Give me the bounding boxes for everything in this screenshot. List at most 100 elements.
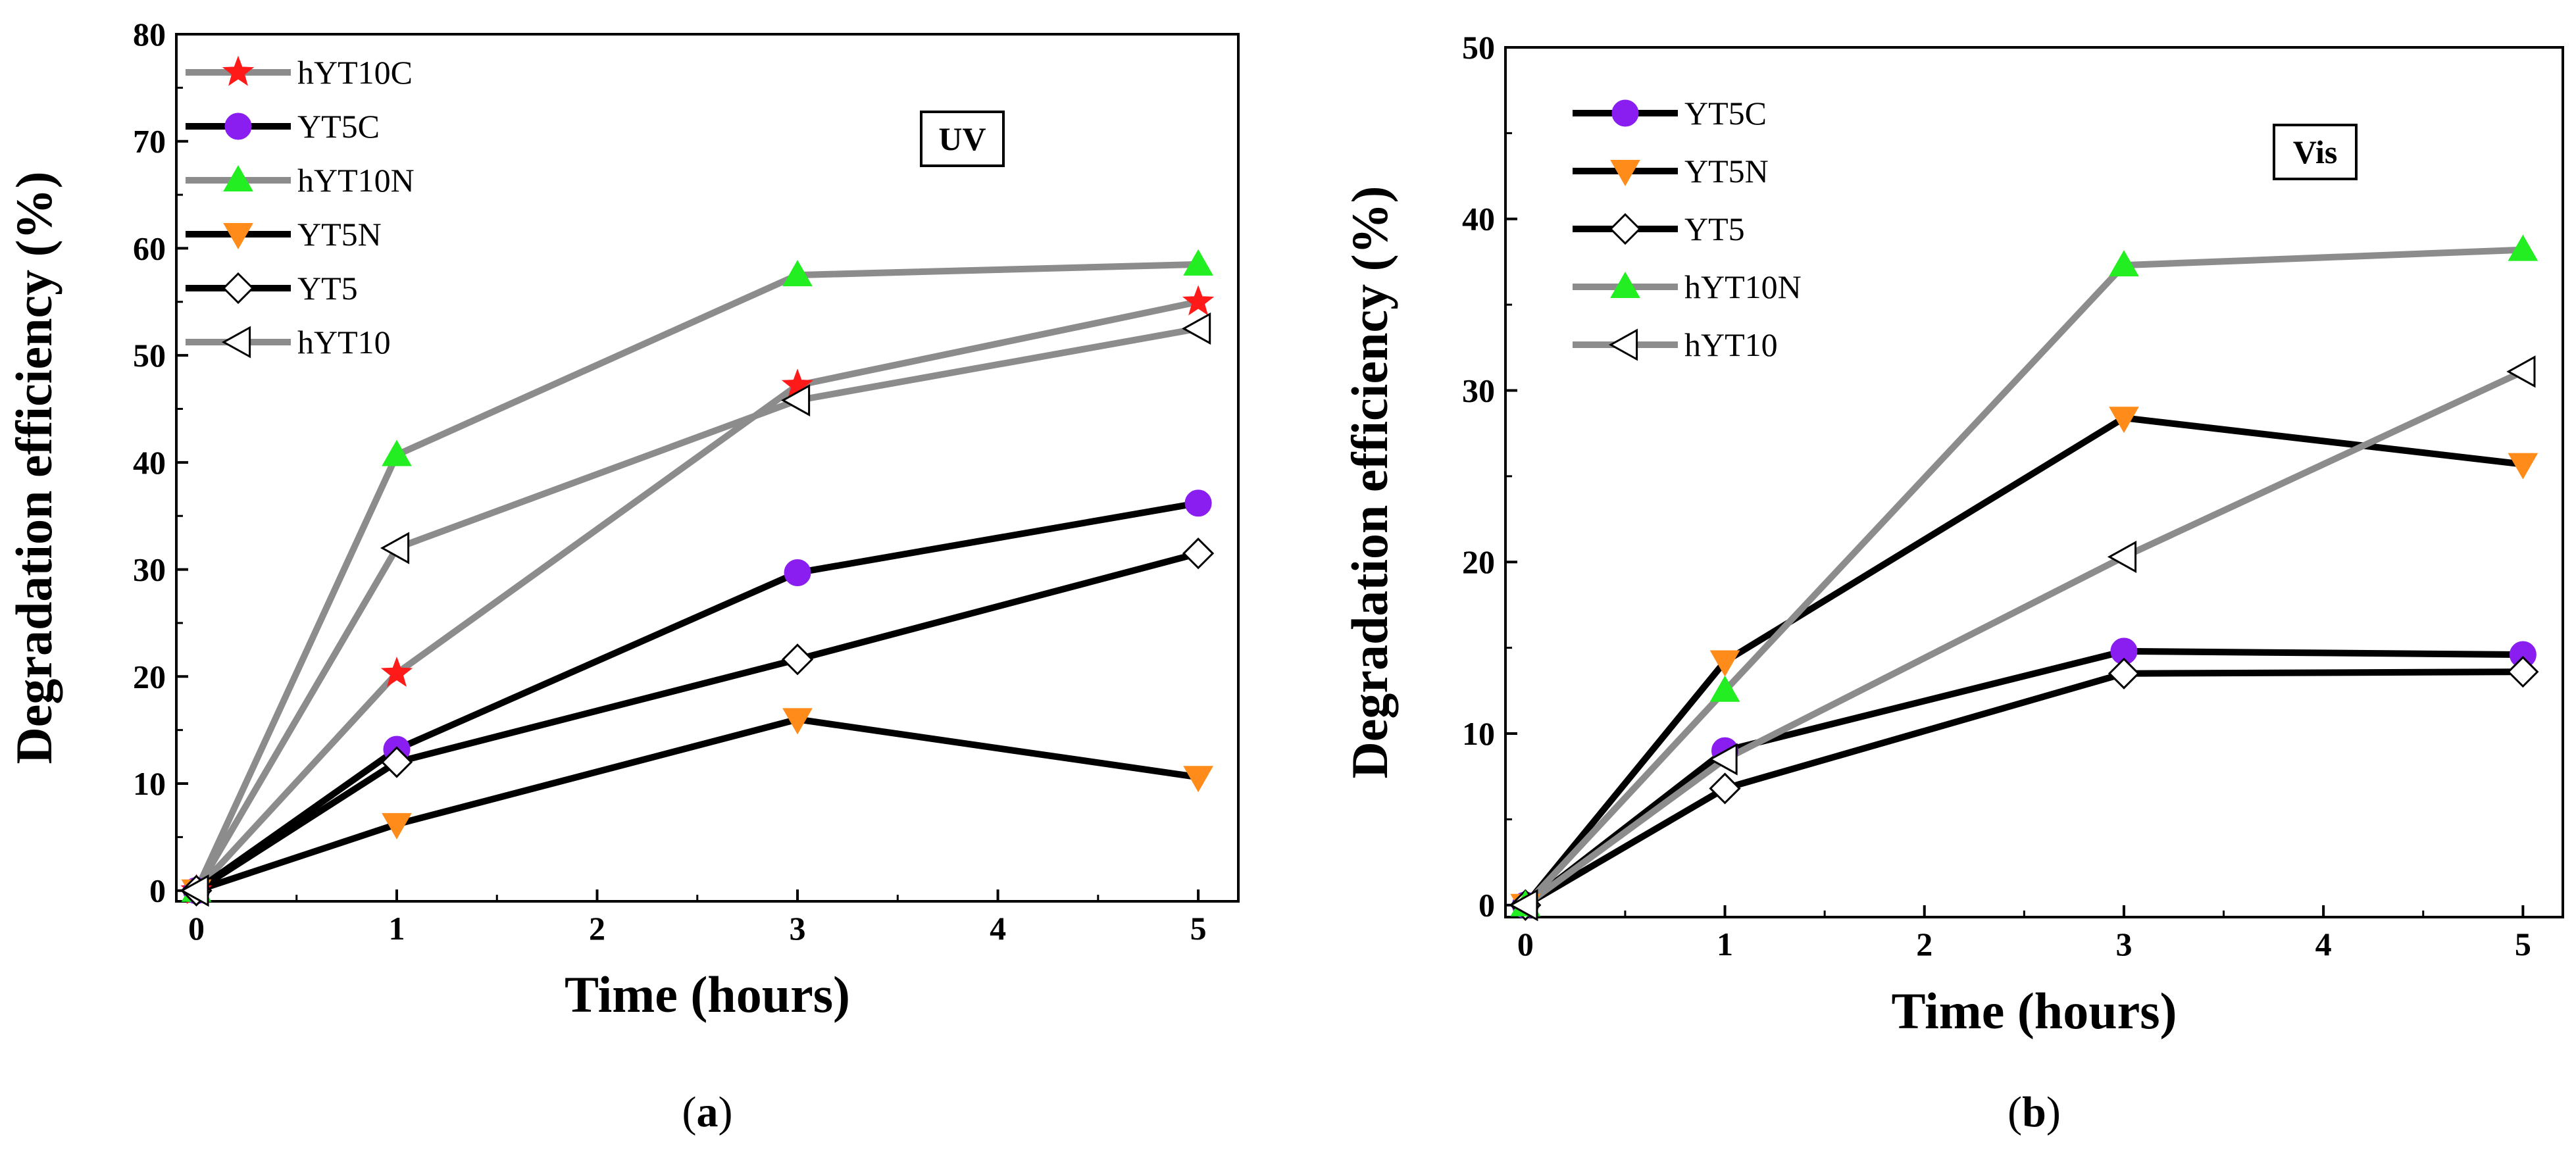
marker-0-4-1 (380, 746, 413, 778)
x-tick-label: 3 (790, 910, 806, 947)
marker-0-4-3 (1182, 538, 1215, 570)
marker-0-1-legend (224, 113, 252, 140)
marker-0-3-1 (382, 813, 412, 839)
y-tick-label: 0 (149, 872, 166, 909)
panel-label: (a) (682, 1088, 733, 1136)
y-tick-label: 30 (133, 551, 166, 588)
y-tick-label: 20 (133, 658, 166, 695)
marker-0-0-1 (380, 656, 413, 687)
y-tick-label: 10 (133, 765, 166, 802)
x-tick-label: 0 (1517, 926, 1534, 963)
marker-1-2-2 (2108, 657, 2140, 689)
x-tick-label: 1 (388, 910, 405, 947)
marker-1-3-1 (1709, 675, 1740, 702)
marker-0-5-2 (780, 384, 811, 417)
legend-label-YT5C: YT5C (1684, 95, 1767, 132)
marker-0-2-2 (782, 260, 813, 287)
legend-label-YT5N: YT5N (1684, 153, 1769, 189)
marker-0-3-3 (1183, 766, 1213, 793)
panel-label-close: ) (2046, 1088, 2061, 1136)
marker-1-4-1 (1708, 743, 1738, 776)
condition-box (920, 111, 1005, 167)
marker-1-1-2 (2109, 407, 2139, 434)
marker-1-4-2 (2107, 540, 2137, 573)
legend-label-YT5: YT5 (297, 270, 358, 307)
panel-label-close: ) (719, 1088, 733, 1136)
y-tick-label: 70 (133, 123, 166, 160)
panel-label-letter: a (697, 1088, 719, 1136)
marker-1-3-3 (2508, 234, 2538, 261)
legend-label-YT5: YT5 (1684, 211, 1745, 247)
panel-label-open: ( (682, 1088, 697, 1136)
series-line-YT5 (194, 550, 1200, 893)
marker-0-3-legend (223, 223, 253, 250)
x-tick-label: 2 (1916, 926, 1932, 963)
condition-label: UV (938, 120, 986, 157)
series-line-hYT10N (193, 261, 1199, 892)
marker-1-1-1 (1709, 650, 1740, 677)
marker-0-1-3 (1184, 489, 1212, 517)
y-axis-label: Degradation efficiency (%) (5, 171, 63, 764)
marker-1-1-3 (2508, 453, 2538, 480)
y-tick-label: 50 (1462, 29, 1495, 66)
y-tick-label: 50 (133, 337, 166, 374)
x-tick-label: 1 (1717, 926, 1733, 963)
x-tick-label: 4 (2315, 926, 2332, 963)
marker-1-4-0 (1509, 889, 1538, 922)
condition-box (2273, 124, 2358, 180)
marker-1-4-3 (2506, 355, 2536, 388)
marker-0-5-0 (180, 874, 209, 907)
series-line-hYT10 (193, 325, 1199, 893)
marker-0-5-legend (221, 326, 251, 359)
series-line-YT5N (1523, 414, 2523, 907)
marker-0-2-legend (223, 164, 253, 191)
marker-0-0-3 (1182, 285, 1215, 316)
x-tick-label: 2 (589, 910, 605, 947)
y-tick-label: 0 (1478, 887, 1495, 924)
marker-0-3-2 (782, 708, 813, 735)
series-line-hYT10N (1523, 246, 2523, 908)
series-line-YT5 (1523, 668, 2523, 909)
legend-label-hYT10N: hYT10N (297, 162, 415, 199)
condition-label: Vis (2293, 134, 2338, 170)
series-line-hYT10C (193, 298, 1200, 893)
legend-label-hYT10: hYT10 (1684, 326, 1778, 363)
marker-1-3-2 (2109, 250, 2139, 277)
legend-label-hYT10C: hYT10C (297, 54, 413, 91)
marker-0-4-legend (222, 272, 255, 305)
marker-0-5-3 (1182, 312, 1211, 345)
legend-label-hYT10: hYT10 (297, 324, 391, 361)
marker-1-0-legend (1611, 99, 1639, 127)
y-tick-label: 20 (1462, 543, 1495, 580)
marker-0-1-2 (784, 559, 811, 586)
marker-0-2-1 (382, 439, 412, 466)
plot-frame (1504, 46, 2564, 918)
x-axis-label: Time (hours) (565, 966, 850, 1023)
x-tick-label: 5 (1190, 910, 1207, 947)
marker-1-4-legend (1608, 328, 1638, 361)
series-line-YT5N (195, 716, 1199, 894)
marker-0-2-3 (1183, 249, 1213, 276)
series-line-hYT10 (1523, 368, 2525, 908)
y-tick-label: 30 (1462, 372, 1495, 409)
legend-label-YT5C: YT5C (297, 108, 380, 145)
y-tick-label: 80 (133, 16, 166, 53)
x-tick-label: 0 (188, 910, 205, 947)
marker-0-4-2 (781, 643, 814, 676)
marker-1-1-legend (1610, 160, 1640, 187)
x-tick-label: 4 (990, 910, 1006, 947)
plot-frame (175, 33, 1240, 903)
marker-1-3-legend (1610, 271, 1640, 298)
y-tick-label: 40 (133, 444, 166, 481)
panel-label-letter: b (2022, 1088, 2046, 1136)
series-line-YT5C (194, 499, 1199, 893)
marker-1-2-1 (1709, 772, 1741, 805)
x-tick-label: 5 (2515, 926, 2531, 963)
legend-label-hYT10N: hYT10N (1684, 268, 1802, 305)
marker-1-2-legend (1609, 213, 1642, 245)
x-tick-label: 3 (2115, 926, 2132, 963)
y-tick-label: 10 (1462, 715, 1495, 752)
